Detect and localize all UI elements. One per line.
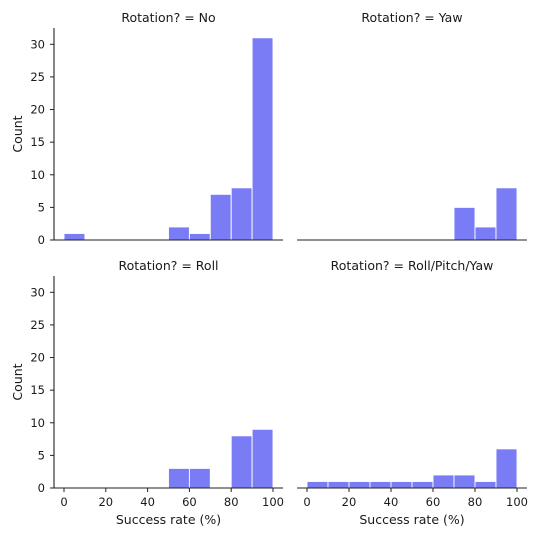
y-tick-label: 10: [30, 416, 45, 430]
x-tick-label: 0: [60, 495, 67, 509]
x-tick-label: 20: [342, 495, 357, 509]
histogram-bar: [63, 233, 86, 241]
x-tick-label: 60: [426, 495, 441, 509]
histogram-bar: [230, 187, 253, 241]
panel-title: Rotation? = Roll: [118, 258, 218, 273]
histogram-bar: [168, 226, 190, 241]
histogram-bar: [209, 193, 232, 241]
histogram-bar: [432, 474, 455, 489]
y-tick-label: 30: [30, 37, 45, 51]
x-tick-label: 0: [303, 495, 310, 509]
x-tick-label: 60: [182, 495, 197, 509]
y-tick-label: 20: [30, 351, 45, 365]
histogram-bar: [453, 474, 476, 489]
histogram-bar: [168, 467, 190, 489]
histogram-bar: [453, 206, 476, 241]
y-axis-title: Count: [10, 115, 25, 152]
y-tick-label: 25: [30, 318, 45, 332]
panel-title: Rotation? = No: [121, 10, 215, 25]
y-axis-title: Count: [10, 363, 25, 400]
y-tick-label: 15: [30, 135, 45, 149]
x-tick-label: 80: [224, 495, 239, 509]
histogram-bar: [348, 481, 371, 489]
y-tick-label: 20: [30, 103, 45, 117]
histogram-bar: [474, 226, 497, 241]
histogram-bar: [474, 481, 497, 489]
histogram-bar: [369, 481, 392, 489]
x-tick-label: 40: [140, 495, 155, 509]
histogram-bar: [251, 37, 274, 241]
x-tick-label: 100: [506, 495, 528, 509]
panel-title: Rotation? = Yaw: [361, 10, 462, 25]
y-tick-label: 25: [30, 70, 45, 84]
y-tick-label: 30: [30, 285, 45, 299]
histogram-bar: [390, 481, 413, 489]
histogram-bar: [188, 467, 211, 489]
histogram-bar: [495, 187, 518, 241]
x-axis-title: Success rate (%): [116, 512, 221, 527]
histogram-bar: [495, 448, 518, 489]
histogram-bar: [230, 435, 253, 489]
x-tick-label: 100: [262, 495, 284, 509]
x-tick-label: 80: [468, 495, 483, 509]
histogram-bar: [327, 481, 350, 489]
y-tick-label: 10: [30, 168, 45, 182]
y-tick-label: 15: [30, 383, 45, 397]
histogram-bar: [306, 481, 329, 489]
x-tick-label: 20: [98, 495, 113, 509]
panel-title: Rotation? = Roll/Pitch/Yaw: [331, 258, 494, 273]
histogram-bar: [251, 428, 274, 489]
histogram-bar: [188, 233, 211, 241]
x-tick-label: 40: [384, 495, 399, 509]
y-tick-label: 5: [38, 448, 45, 462]
y-tick-label: 0: [38, 233, 45, 247]
x-axis-title: Success rate (%): [359, 512, 464, 527]
histogram-bar: [411, 481, 434, 489]
y-tick-label: 5: [38, 200, 45, 214]
y-tick-label: 0: [38, 481, 45, 495]
